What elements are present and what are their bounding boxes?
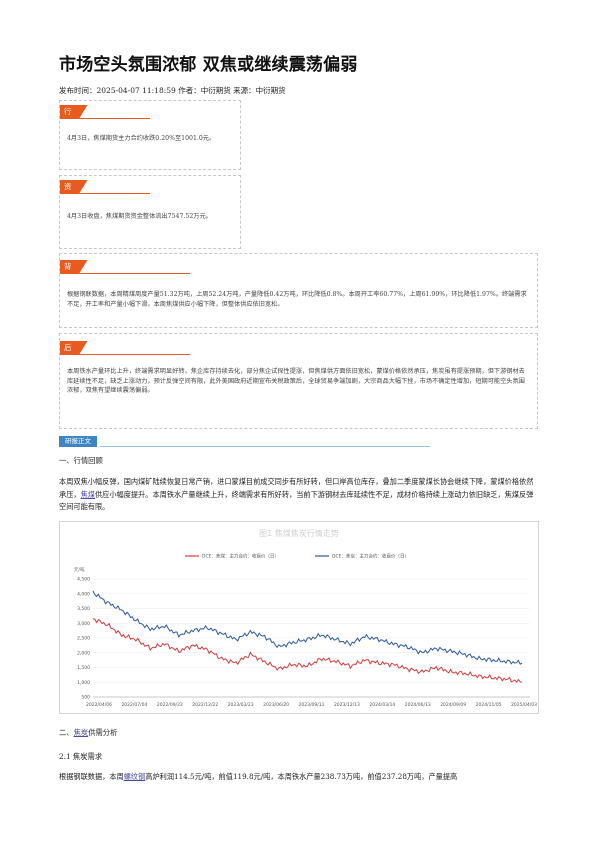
background-box xyxy=(59,253,538,328)
y-tick-label: 2,000 xyxy=(77,650,90,656)
legend-label: DCE：焦炭：主力合约：收盘价（日） xyxy=(332,553,409,560)
y-tick-label: 4,000 xyxy=(77,591,90,597)
x-tick-label: 2023/12/13 xyxy=(334,702,360,708)
x-tick-label: 2024/03/14 xyxy=(369,702,395,708)
heading-review: 一、行情回顾 xyxy=(59,456,103,465)
market-review-box xyxy=(59,100,241,170)
x-tick-label: 2022/09/23 xyxy=(157,702,183,708)
y-tick-label: 2,500 xyxy=(77,636,90,642)
x-tick-label: 2023/06/20 xyxy=(263,702,289,708)
link-rebar[interactable]: 螺纹钢 xyxy=(123,772,146,781)
tag-underline xyxy=(60,354,190,355)
section-tag: 研报正文 xyxy=(59,436,97,447)
paragraph-demand: 根据钢联数据，本周螺纹钢高炉利润114.5元/吨，前值119.8元/吨，本周铁水… xyxy=(59,772,458,781)
series-line-0 xyxy=(92,618,523,683)
x-tick-label: 2024/06/13 xyxy=(405,702,431,708)
background-text: 根据钢联数据，本周精煤周度产量51.32万吨，上周52.24万吨，产量降低0.4… xyxy=(67,291,527,308)
fund-flow-box xyxy=(59,175,241,249)
series-line-1 xyxy=(92,590,523,665)
market-review-text: 4月3日，焦煤期货主力合约收跌0.20%至1001.0元。 xyxy=(67,135,216,142)
heading-coke-demand: 2.1 焦炭需求 xyxy=(59,752,103,761)
x-tick-label: 2024/09/09 xyxy=(440,702,466,708)
chart-grid xyxy=(93,578,530,698)
x-tick-label: 2022/04/06 xyxy=(86,702,112,708)
price-chart: 图1 焦煤焦炭行情走势 DCE：焦煤：主力合约：收盘价（日） DCE：焦炭：主力合… xyxy=(74,528,537,708)
y-axis-label: 元/吨 xyxy=(74,566,85,573)
chart-frame: 图1 焦煤焦炭行情走势 DCE：焦煤：主力合约：收盘价（日） DCE：焦炭：主力合… xyxy=(59,521,539,714)
link-coking-coal[interactable]: 焦煤 xyxy=(80,489,95,499)
x-axis-ticks: 2022/04/06 2022/07/04 2022/09/23 2022/12/22… xyxy=(86,702,537,708)
x-tick-label: 2023/09/11 xyxy=(299,702,325,708)
x-tick-label: 2022/12/22 xyxy=(192,702,218,708)
tag-underline xyxy=(60,193,150,194)
outlook-box xyxy=(59,333,538,429)
heading-coke-analysis: 二、焦炭供需分析 xyxy=(59,728,118,737)
paragraph-review: 本周双焦小幅反弹，国内煤矿陆续恢复日常产销，进口蒙煤目前成交同步有所好转，但口岸… xyxy=(59,477,534,511)
tag-underline xyxy=(60,118,150,119)
y-tick-label: 3,500 xyxy=(77,606,90,612)
y-tick-label: 4,500 xyxy=(77,577,90,583)
outlook-text: 本周铁水产量环比上升，终端需求明显好转，焦企库存持续去化，部分焦企试探性提涨，但… xyxy=(67,368,525,394)
x-tick-label: 2025/04/03 xyxy=(511,702,537,708)
y-tick-label: 1,500 xyxy=(77,665,90,671)
section-divider xyxy=(100,446,430,447)
page-title: 市场空头氛围浓郁 双焦或继续震荡偏弱 xyxy=(59,55,358,75)
chart-title: 图1 焦煤焦炭行情走势 xyxy=(259,528,339,538)
legend-label: DCE：焦煤：主力合约：收盘价（日） xyxy=(202,553,279,560)
y-tick-label: 3,000 xyxy=(77,621,90,627)
fund-flow-text: 4月3日收盘，焦煤期货资金整体流出7547.52万元。 xyxy=(67,213,212,220)
y-axis-ticks: 4,500 4,000 3,500 3,000 2,500 2,000 1,500 1,000… xyxy=(77,577,90,701)
tag-underline xyxy=(60,273,190,274)
y-tick-label: 1,000 xyxy=(77,680,90,686)
chart-legend: DCE：焦煤：主力合约：收盘价（日） DCE：焦炭：主力合约：收盘价（日） xyxy=(185,553,409,560)
x-tick-label: 2023/03/23 xyxy=(228,702,254,708)
y-tick-label: 500 xyxy=(81,695,90,701)
article-meta: 发布时间：2025-04-07 11:18:59 作者：中衍期货 来源：中衍期货 xyxy=(59,86,286,95)
x-tick-label: 2024/11/05 xyxy=(476,702,502,708)
x-tick-label: 2022/07/04 xyxy=(121,702,147,708)
chart-lines xyxy=(92,590,523,683)
link-coke[interactable]: 焦炭 xyxy=(73,728,89,737)
